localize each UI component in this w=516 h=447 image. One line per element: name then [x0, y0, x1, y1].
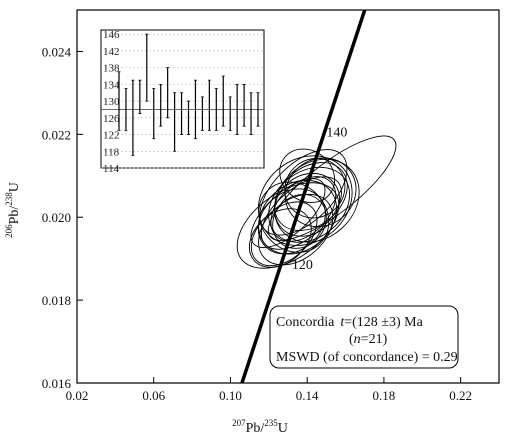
x-tick-label: 0.02: [66, 388, 89, 403]
inset-tick-label: 130: [103, 96, 120, 108]
plot-frame: [76, 9, 500, 384]
error-ellipse: [258, 193, 334, 266]
inset-tick-label: 138: [103, 63, 120, 75]
error-ellipse: [273, 158, 360, 243]
inset-tick-label: 126: [103, 113, 120, 125]
concordia-line: [240, 9, 367, 384]
x-tick-label: 0.06: [142, 388, 165, 403]
annotation-line-3: MSWD (of concordance) = 0.29: [276, 350, 458, 365]
error-ellipse: [284, 158, 346, 219]
y-tick-label: 0.018: [42, 293, 71, 308]
x-tick-label: 0.14: [296, 388, 319, 403]
y-tick-label: 0.016: [42, 376, 72, 391]
inset-tick-label: 142: [103, 46, 120, 58]
y-tick-label: 0.022: [42, 127, 71, 142]
x-tick-label: 0.22: [449, 388, 472, 403]
axis-ticks: 0.02 0.06 0.10 0.14 0.18 0.22 0.016 0.018 0.020 0…: [42, 44, 472, 403]
age-label-140: 140: [326, 125, 347, 140]
y-tick-label: 0.020: [42, 210, 71, 225]
x-tick-label: 0.18: [373, 388, 396, 403]
error-ellipses: [236, 135, 397, 269]
y-axis-label: 206Pb/238U: [4, 182, 22, 238]
y-tick-label: 0.024: [42, 44, 72, 59]
annotation-box: Concordia t=(128 ±3) Ma (n=21) MSWD (of c…: [269, 305, 459, 369]
inset-tick-label: 134: [103, 79, 120, 91]
inset-age-plot: 146 142 138 134 130 126 122 118 114: [100, 29, 265, 175]
inset-tick-label: 118: [103, 146, 120, 158]
annotation-line-1: Concordia t=(128 ±3) Ma: [276, 315, 424, 330]
age-label-120: 120: [292, 258, 313, 273]
x-axis-label: 207Pb/235U: [232, 418, 288, 436]
x-tick-label: 0.10: [219, 388, 242, 403]
error-ellipse: [284, 157, 357, 228]
annotation-line-2: (n=21): [349, 332, 388, 347]
annotation-frame: [269, 305, 459, 369]
error-ellipse: [259, 149, 348, 236]
inset-tick-label: 114: [103, 163, 120, 175]
error-ellipse: [248, 208, 312, 268]
inset-tick-label: 146: [103, 29, 120, 41]
error-ellipse: [274, 172, 340, 237]
error-ellipse: [279, 148, 336, 203]
inset-tick-label: 122: [103, 130, 120, 142]
error-ellipse: [268, 166, 351, 243]
